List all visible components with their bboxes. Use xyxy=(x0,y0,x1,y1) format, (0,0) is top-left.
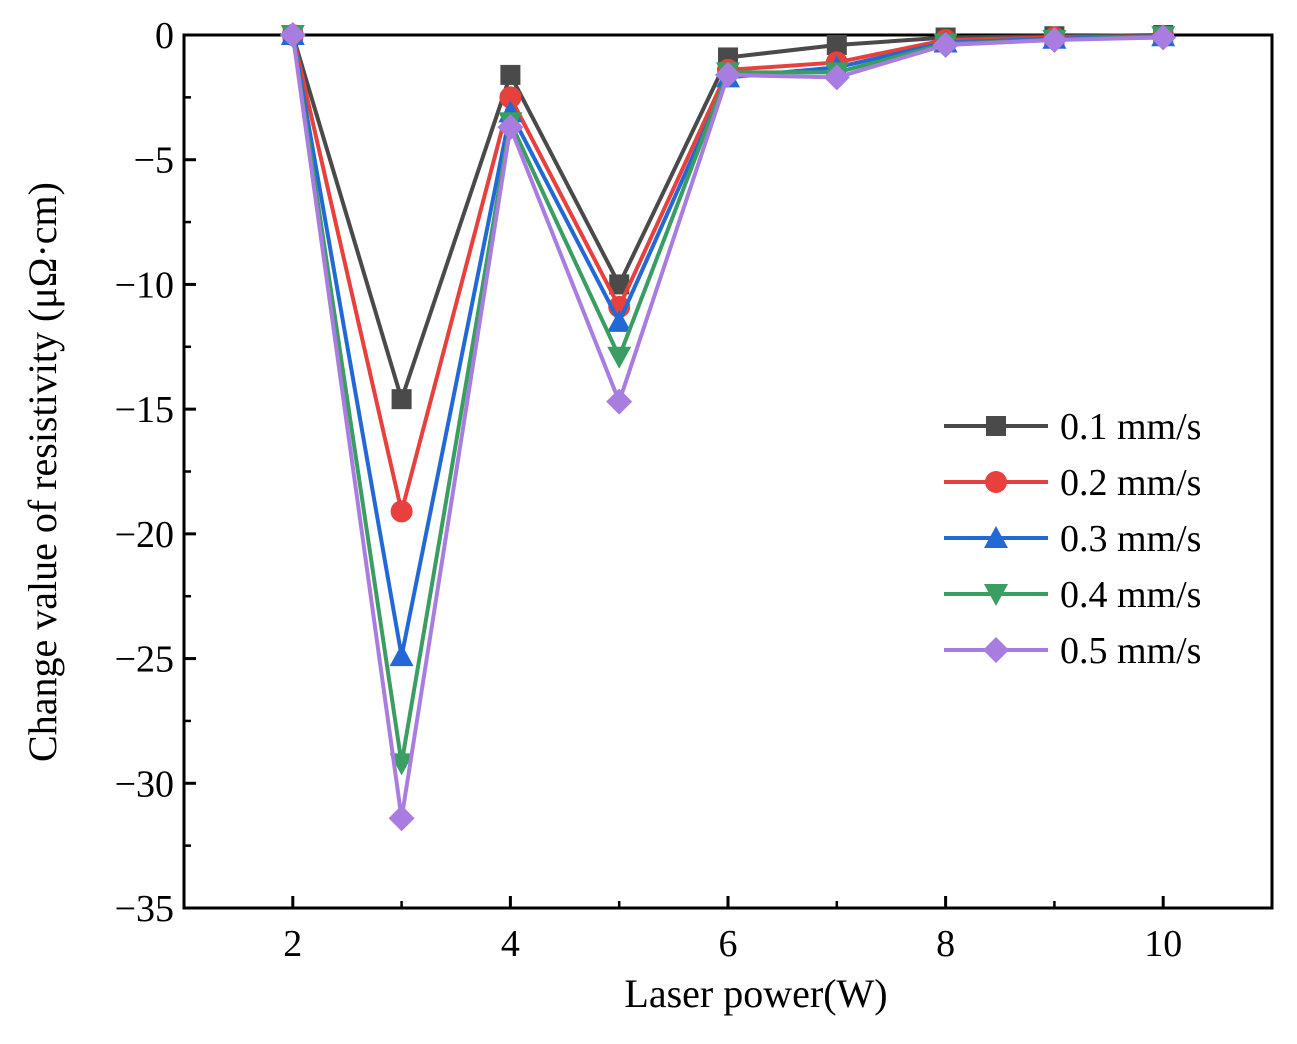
data-point xyxy=(932,31,959,58)
legend-marker xyxy=(984,526,1008,548)
series-4 xyxy=(280,25,1176,776)
series-line xyxy=(290,34,1164,766)
legend-label: 0.2 mm/s xyxy=(1060,462,1201,504)
data-point xyxy=(389,644,414,667)
data-point xyxy=(823,64,850,91)
legend-item: 0.2 mm/s xyxy=(944,462,1201,504)
y-tick-label: −20 xyxy=(115,514,174,556)
data-point xyxy=(279,22,306,48)
x-tick-label: 8 xyxy=(936,923,955,965)
data-point xyxy=(500,64,521,85)
data-point xyxy=(389,753,414,776)
data-point xyxy=(826,34,847,55)
y-tick-label: −5 xyxy=(134,140,174,182)
series-line xyxy=(290,33,1164,402)
legend-marker xyxy=(986,416,1006,436)
data-point xyxy=(715,61,741,88)
data-point xyxy=(388,805,415,832)
y-tick-label: −15 xyxy=(115,389,174,431)
legend-marker xyxy=(984,584,1008,606)
y-tick-label: 0 xyxy=(155,15,174,57)
x-tick-label: 6 xyxy=(719,923,738,965)
data-point xyxy=(499,86,522,109)
legend-item: 0.4 mm/s xyxy=(944,574,1201,616)
legend-marker xyxy=(983,637,1009,663)
legend-label: 0.3 mm/s xyxy=(1060,518,1201,560)
legend-label: 0.5 mm/s xyxy=(1060,630,1201,672)
data-point xyxy=(609,274,630,295)
y-tick-label: −35 xyxy=(115,888,174,930)
legend-marker xyxy=(985,471,1007,493)
x-tick-label: 4 xyxy=(501,923,520,965)
legend-item: 0.3 mm/s xyxy=(944,518,1201,560)
legend-item: 0.1 mm/s xyxy=(944,406,1201,448)
y-tick-label: −30 xyxy=(115,763,174,805)
x-axis-title: Laser power(W) xyxy=(624,971,887,1016)
data-point xyxy=(607,309,632,332)
data-point xyxy=(390,500,413,523)
data-point xyxy=(1041,26,1068,53)
legend-label: 0.1 mm/s xyxy=(1060,406,1201,448)
data-point xyxy=(606,388,633,415)
series-line xyxy=(290,34,1164,659)
series-2 xyxy=(281,24,1175,523)
data-point xyxy=(607,346,632,369)
legend-label: 0.4 mm/s xyxy=(1060,574,1201,616)
series-5 xyxy=(279,22,1177,832)
y-tick-label: −25 xyxy=(115,639,174,681)
series-3 xyxy=(280,23,1176,667)
y-axis-title: Change value of resistivity (μΩ·cm) xyxy=(20,182,65,762)
data-point xyxy=(1150,24,1177,51)
series-line xyxy=(290,34,1164,514)
x-tick-label: 10 xyxy=(1144,923,1182,965)
y-tick-label: −10 xyxy=(115,264,174,306)
x-tick-label: 2 xyxy=(283,923,302,965)
data-point xyxy=(391,389,412,410)
data-point xyxy=(497,114,524,141)
legend-item: 0.5 mm/s xyxy=(944,630,1201,672)
